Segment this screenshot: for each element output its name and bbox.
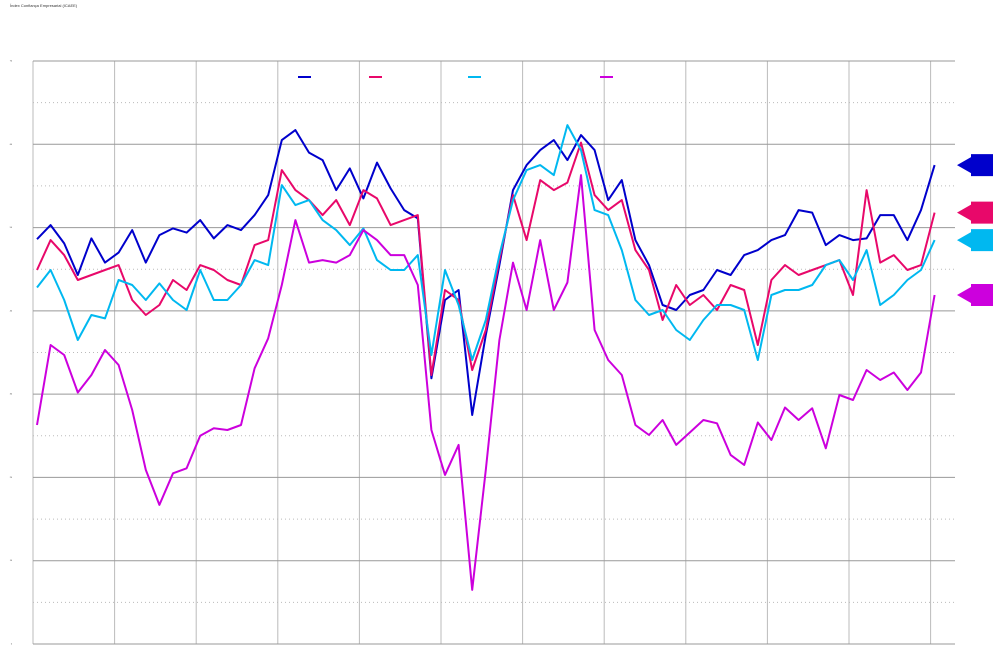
y-tick-label: 0 <box>11 644 13 646</box>
end-marker <box>957 201 993 224</box>
y-tick-label: 70 <box>10 61 13 63</box>
y-tick-label: 30 <box>10 394 13 396</box>
series-line <box>36 141 936 376</box>
end-marker <box>957 229 993 252</box>
end-marker <box>957 284 993 307</box>
end-marker <box>957 154 993 177</box>
y-tick-label: 40 <box>10 310 13 312</box>
y-tick-label: 10 <box>10 560 13 562</box>
y-tick-label: 60 <box>10 144 13 146</box>
series-line <box>36 174 936 591</box>
series-line <box>36 124 936 361</box>
y-tick-label: 20 <box>10 477 13 479</box>
series-line <box>36 129 936 416</box>
chart-title: Índex Confiança Empresarial (ICAEE) <box>10 3 78 8</box>
y-tick-label: 50 <box>10 227 13 229</box>
